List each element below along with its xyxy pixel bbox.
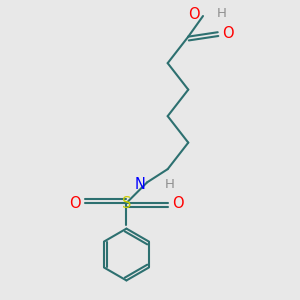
Text: O: O bbox=[222, 26, 234, 41]
Text: O: O bbox=[188, 7, 200, 22]
Text: N: N bbox=[135, 177, 146, 192]
Text: H: H bbox=[165, 178, 175, 191]
Text: O: O bbox=[172, 196, 184, 211]
Text: S: S bbox=[122, 196, 131, 211]
Text: H: H bbox=[216, 7, 226, 20]
Text: O: O bbox=[69, 196, 81, 211]
